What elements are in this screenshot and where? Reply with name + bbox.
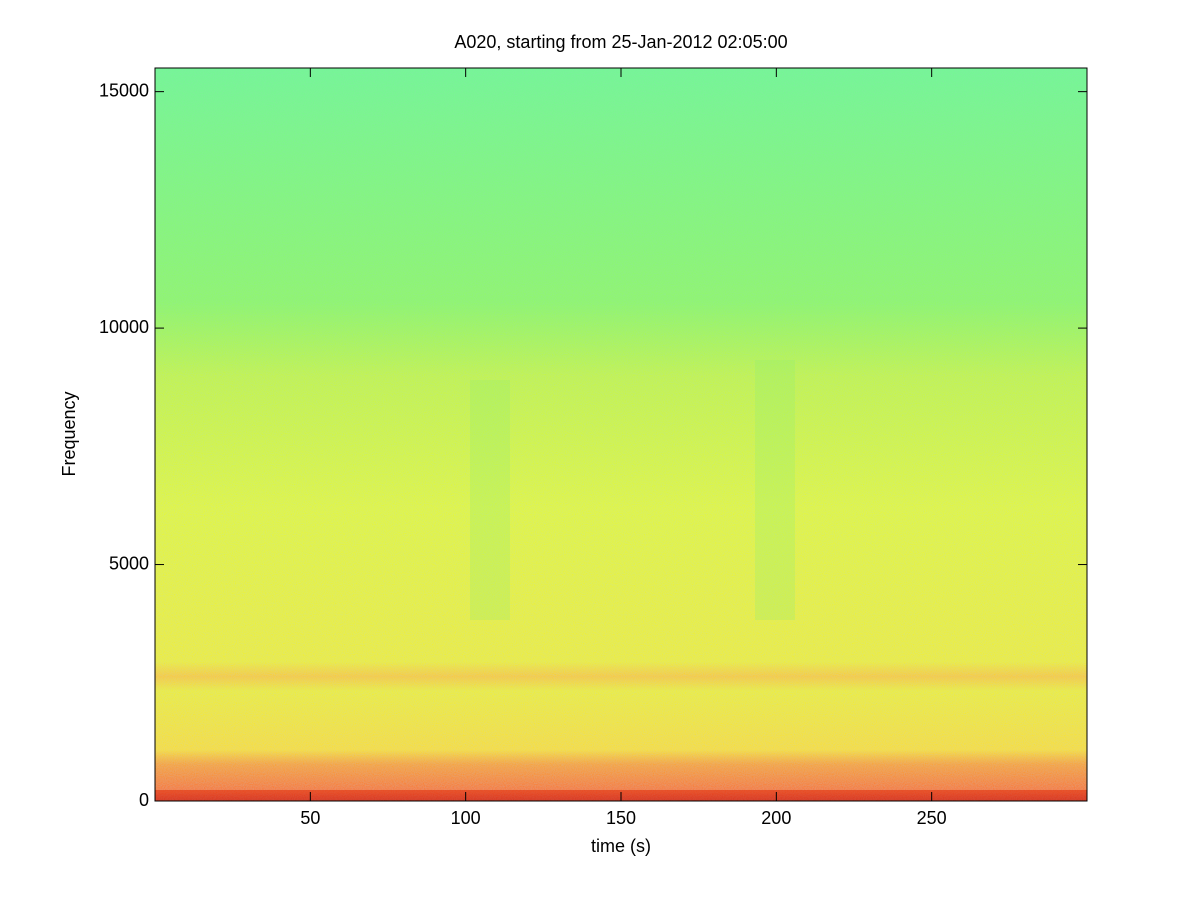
- y-tick-label: 5000: [109, 553, 149, 573]
- y-tick-label: 15000: [99, 80, 149, 100]
- x-tick-label: 150: [606, 808, 636, 828]
- y-tick-label: 0: [139, 790, 149, 810]
- x-tick-label: 200: [761, 808, 791, 828]
- x-tick-label: 250: [917, 808, 947, 828]
- y-tick-label: 10000: [99, 317, 149, 337]
- x-axis-label: time (s): [591, 836, 651, 856]
- spectrogram-image: [155, 68, 1087, 801]
- y-axis-label: Frequency: [59, 391, 79, 476]
- x-tick-label: 50: [300, 808, 320, 828]
- chart-title: A020, starting from 25-Jan-2012 02:05:00: [454, 32, 787, 52]
- x-tick-label: 100: [451, 808, 481, 828]
